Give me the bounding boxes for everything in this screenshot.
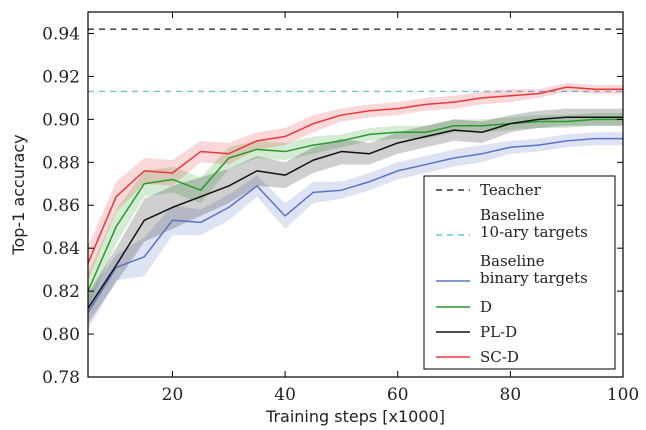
band-baseline-binary-targets [88, 132, 623, 330]
x-axis-ticks: 20 40 60 80 100 [162, 12, 639, 405]
x-axis-label: Training steps [x1000] [265, 407, 445, 426]
series-line-sc-d [87, 86, 623, 264]
legend-box [423, 175, 616, 370]
x-tick-label: 20 [162, 385, 184, 405]
legend-label: 10-ary targets [480, 223, 588, 241]
band-pl-d [88, 108, 623, 324]
legend-label: Baseline [480, 252, 545, 270]
y-tick-label: 0.78 [42, 368, 80, 388]
plot-frame [87, 11, 624, 378]
legend-entry-d: D [436, 298, 492, 316]
legend-entry-pl-d: PL-D [436, 323, 517, 341]
series-line-baseline-binary-targets [87, 137, 623, 313]
y-tick-label: 0.94 [42, 24, 80, 44]
reference-lines [88, 28, 623, 93]
y-tick-label: 0.82 [42, 282, 80, 302]
series-line-d [87, 118, 623, 292]
x-tick-label: 100 [607, 385, 639, 405]
series-lines [87, 86, 624, 313]
legend-entry-sc-d: SC-D [436, 348, 519, 366]
legend-label: Baseline [480, 206, 545, 224]
y-tick-label: 0.92 [42, 67, 80, 87]
legend-entry-teacher: Teacher [436, 181, 542, 199]
y-axis-label: Top-1 accuracy [9, 134, 28, 255]
x-tick-label: 80 [500, 385, 522, 405]
y-tick-label: 0.88 [42, 153, 80, 173]
legend-label: Teacher [480, 181, 542, 199]
x-tick-label: 60 [387, 385, 409, 405]
legend-label: binary targets [480, 269, 588, 287]
y-tick-label: 0.80 [42, 325, 80, 345]
y-tick-label: 0.90 [42, 110, 80, 130]
y-tick-label: 0.84 [42, 239, 80, 259]
legend-label: PL-D [480, 323, 517, 341]
confidence-bands [88, 82, 623, 330]
x-tick-label: 40 [274, 385, 296, 405]
legend-label: D [480, 298, 492, 316]
series-line-pl-d [87, 116, 623, 309]
y-tick-label: 0.86 [42, 196, 80, 216]
band-d [88, 112, 623, 309]
y-axis-ticks: 0.78 0.80 0.82 0.84 0.86 0.88 0.90 0.92 0.94 [42, 24, 623, 388]
legend-label: SC-D [480, 348, 519, 366]
